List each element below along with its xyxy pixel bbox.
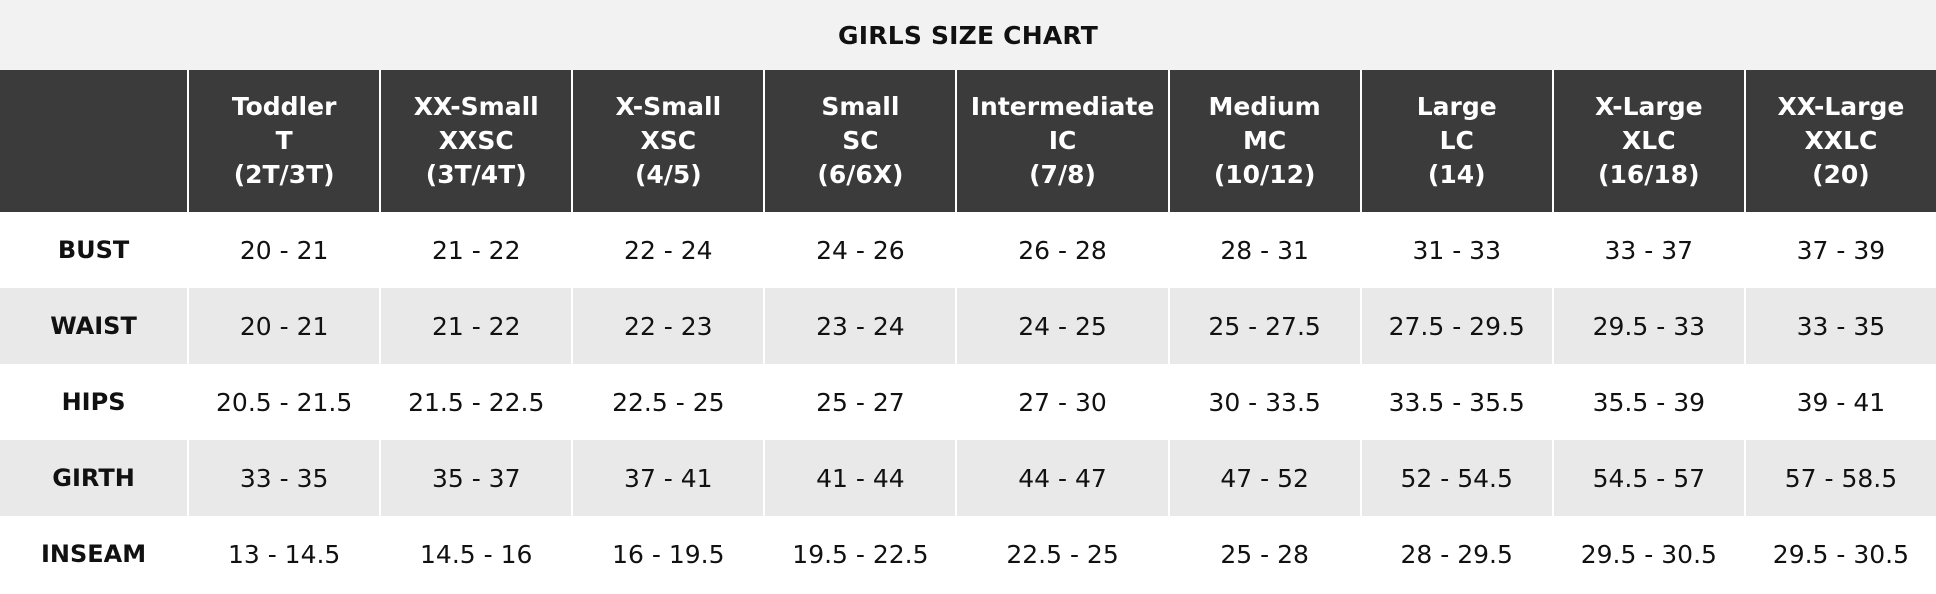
table-cell: 44 - 47 [955,440,1169,516]
column-size-range: (14) [1427,160,1486,189]
column-size-name: XX-Small [413,92,539,121]
column-size-range: (20) [1812,160,1870,189]
column-size-code: XSC [640,126,697,155]
column-size-range: (7/8) [1029,160,1096,189]
column-size-name: XX-Large [1777,92,1905,121]
table-cell: 35.5 - 39 [1551,364,1745,440]
table-cell: 21 - 22 [379,288,573,364]
table-cell: 33 - 35 [187,440,381,516]
table-cell: 37 - 41 [571,440,765,516]
table-cell: 28 - 31 [1167,212,1361,288]
column-header-xx-large: XX-Large XXLC (20) [1743,70,1936,212]
table-cell: 30 - 33.5 [1167,364,1361,440]
column-size-code: XXSC [438,126,514,155]
table-cell: 54.5 - 57 [1551,440,1745,516]
chart-title: GIRLS SIZE CHART [0,0,1936,70]
column-size-code: IC [1048,126,1077,155]
table-row-bust: BUST 20 - 21 21 - 22 22 - 24 24 - 26 26 … [0,212,1936,288]
table-cell: 35 - 37 [379,440,573,516]
column-size-code: XXLC [1804,126,1878,155]
table-cell: 41 - 44 [763,440,957,516]
table-cell: 24 - 25 [955,288,1169,364]
table-cell: 14.5 - 16 [379,516,573,592]
column-size-range: (4/5) [634,160,702,189]
row-label-girth: GIRTH [0,440,189,516]
table-cell: 25 - 27 [763,364,957,440]
corner-cell [0,70,189,212]
table-cell: 20.5 - 21.5 [187,364,381,440]
column-header-medium: Medium MC (10/12) [1167,70,1361,212]
column-header-intermediate: Intermediate IC (7/8) [955,70,1169,212]
table-row-waist: WAIST 20 - 21 21 - 22 22 - 23 23 - 24 24… [0,288,1936,364]
table-cell: 27.5 - 29.5 [1359,288,1553,364]
table-cell: 37 - 39 [1743,212,1936,288]
column-size-name: Intermediate [970,92,1155,121]
column-size-code: MC [1243,126,1287,155]
table-row-girth: GIRTH 33 - 35 35 - 37 37 - 41 41 - 44 44… [0,440,1936,516]
table-cell: 19.5 - 22.5 [763,516,957,592]
table-row-inseam: INSEAM 13 - 14.5 14.5 - 16 16 - 19.5 19.… [0,516,1936,592]
header-row: Toddler T (2T/3T) XX-Small XXSC (3T/4T) … [0,70,1936,212]
table-cell: 22.5 - 25 [955,516,1169,592]
table-cell: 22 - 23 [571,288,765,364]
column-size-name: Small [821,92,900,121]
column-size-range: (3T/4T) [425,160,527,189]
column-size-code: XLC [1622,126,1676,155]
row-label-hips: HIPS [0,364,189,440]
table-cell: 16 - 19.5 [571,516,765,592]
table-cell: 47 - 52 [1167,440,1361,516]
column-size-name: X-Large [1595,92,1703,121]
column-size-code: LC [1439,126,1474,155]
column-header-large: Large LC (14) [1359,70,1553,212]
column-header-x-large: X-Large XLC (16/18) [1551,70,1745,212]
table-cell: 29.5 - 30.5 [1551,516,1745,592]
column-size-code: SC [842,126,879,155]
table-cell: 29.5 - 33 [1551,288,1745,364]
table-cell: 27 - 30 [955,364,1169,440]
table-cell: 22 - 24 [571,212,765,288]
table-cell: 29.5 - 30.5 [1743,516,1936,592]
table-cell: 33 - 35 [1743,288,1936,364]
table-cell: 26 - 28 [955,212,1169,288]
table-cell: 28 - 29.5 [1359,516,1553,592]
table-row-hips: HIPS 20.5 - 21.5 21.5 - 22.5 22.5 - 25 2… [0,364,1936,440]
table-cell: 21 - 22 [379,212,573,288]
column-size-range: (10/12) [1213,160,1316,189]
column-header-xx-small: XX-Small XXSC (3T/4T) [379,70,573,212]
row-label-bust: BUST [0,212,189,288]
column-size-range: (6/6X) [817,160,904,189]
row-label-waist: WAIST [0,288,189,364]
column-header-small: Small SC (6/6X) [763,70,957,212]
table-cell: 20 - 21 [187,288,381,364]
table-cell: 20 - 21 [187,212,381,288]
column-size-code: T [275,126,293,155]
size-table: Toddler T (2T/3T) XX-Small XXSC (3T/4T) … [0,70,1936,592]
column-size-name: Medium [1208,92,1321,121]
column-size-name: Toddler [231,92,337,121]
table-cell: 31 - 33 [1359,212,1553,288]
column-size-range: (16/18) [1598,160,1700,189]
column-header-x-small: X-Small XSC (4/5) [571,70,765,212]
table-cell: 52 - 54.5 [1359,440,1553,516]
column-size-name: Large [1416,92,1497,121]
table-cell: 21.5 - 22.5 [379,364,573,440]
table-cell: 13 - 14.5 [187,516,381,592]
table-cell: 25 - 27.5 [1167,288,1361,364]
column-size-name: X-Small [615,92,722,121]
table-cell: 24 - 26 [763,212,957,288]
table-cell: 25 - 28 [1167,516,1361,592]
table-cell: 33.5 - 35.5 [1359,364,1553,440]
column-header-toddler: Toddler T (2T/3T) [187,70,381,212]
column-size-range: (2T/3T) [233,160,335,189]
table-cell: 33 - 37 [1551,212,1745,288]
table-cell: 22.5 - 25 [571,364,765,440]
table-cell: 23 - 24 [763,288,957,364]
table-cell: 57 - 58.5 [1743,440,1936,516]
table-cell: 39 - 41 [1743,364,1936,440]
row-label-inseam: INSEAM [0,516,189,592]
